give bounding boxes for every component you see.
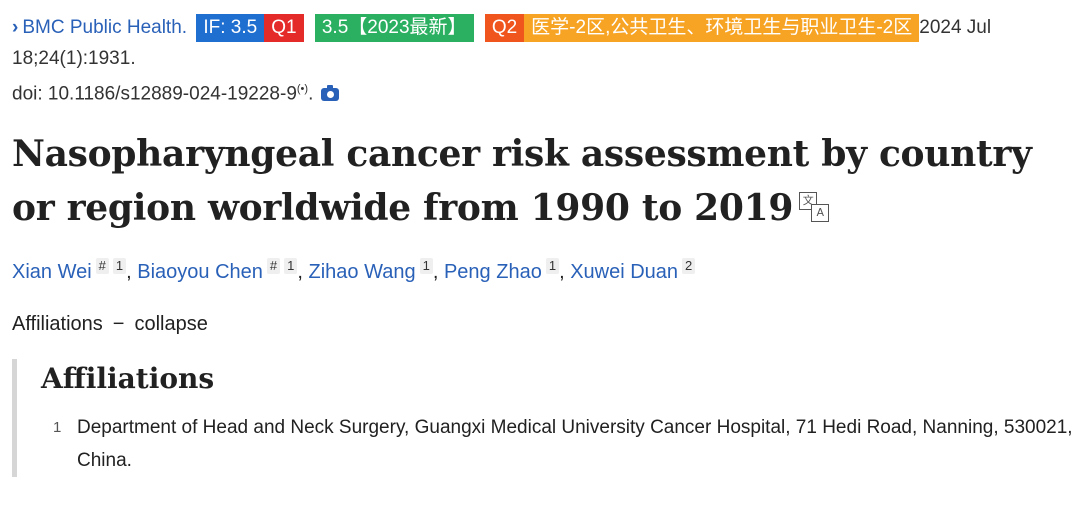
article-header: › BMC Public Health. IF: 3.5 Q1 3.5【2023最新… [12,0,1074,478]
article-title: Nasopharyngeal cancer risk assessment by… [12,127,1074,235]
affiliations-toggle-label: Affiliations [12,313,103,336]
affiliation-number: 1 [53,419,62,437]
camera-icon[interactable] [321,84,340,101]
author-link[interactable]: Peng Zhao [443,261,542,284]
author-link[interactable]: Xuwei Duan [570,261,679,284]
affiliation-ref[interactable]: 1 [112,258,127,275]
zone-badge[interactable]: 医学-2区,公共卫生、环境卫生与职业卫生-2区 [524,14,920,42]
equal-contribution-mark: # [266,258,281,275]
collapse-label: collapse [134,313,208,336]
affiliation-text: Department of Head and Neck Surgery, Gua… [77,417,1073,472]
latest-if-badge[interactable]: 3.5【2023最新】 [314,14,474,42]
affiliation-ref[interactable]: 1 [545,258,560,275]
affiliation-ref[interactable]: 1 [284,258,298,275]
affiliation-ref[interactable]: 2 [682,258,696,275]
chevron-right-icon[interactable]: › [12,17,19,38]
affiliations-heading: Affiliations [41,362,215,396]
q2-badge[interactable]: Q2 [484,14,525,42]
q1-badge[interactable]: Q1 [264,14,304,42]
minus-icon: − [112,313,125,336]
affiliation-ref[interactable]: 1 [419,258,433,275]
impact-factor-badge[interactable]: IF: 3.5 [196,14,265,42]
doi-text[interactable]: doi: 10.1186/s12889-024-19228-9 [12,83,297,105]
podcast-icon[interactable]: (•) [296,83,309,95]
doi-line: doi: 10.1186/s12889-024-19228-9(•). [12,74,1074,109]
affiliation-item: 1 Department of Head and Neck Surgery, G… [41,411,1074,477]
journal-link[interactable]: BMC Public Health. [22,17,188,38]
citation-block: › BMC Public Health. IF: 3.5 Q1 3.5【2023最新… [12,12,1074,74]
affiliations-panel: Affiliations 1 Department of Head and Ne… [12,359,1074,478]
author-link[interactable]: Xian Wei [12,261,92,284]
author-link[interactable]: Biaoyou Chen [137,261,263,284]
equal-contribution-mark: # [95,258,109,275]
publication-date: 2024 Jul 18;24(1):1931. [12,17,992,69]
affiliations-toggle[interactable]: Affiliations − collapse [12,309,1074,339]
author-list: Xian Wei #1, Biaoyou Chen #1, Zihao Wang 1,… [12,257,1074,287]
article-title-text: Nasopharyngeal cancer risk assessment by… [12,133,1032,230]
author-link[interactable]: Zihao Wang [308,261,416,284]
